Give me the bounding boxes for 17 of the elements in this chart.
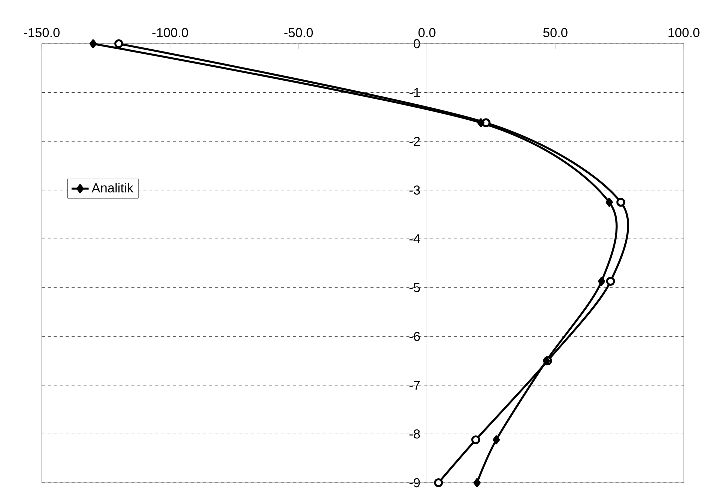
y-tick-label: -3 xyxy=(410,186,420,195)
y-tick-label: 0 xyxy=(414,39,420,49)
legend-label: Analitik xyxy=(92,183,134,193)
y-tick-label: -4 xyxy=(410,234,420,244)
x-tick-label: 100.0 xyxy=(668,28,700,38)
x-tick-label: -150.0 xyxy=(24,28,60,38)
y-tick-label: -7 xyxy=(410,380,420,390)
y-tick-label: -6 xyxy=(410,332,420,342)
y-tick-label: -5 xyxy=(410,283,420,292)
y-tick-label: -8 xyxy=(410,430,420,439)
x-tick-label: -100.0 xyxy=(152,28,188,38)
y-tick-label: -2 xyxy=(410,137,420,146)
x-tick-label: -50.0 xyxy=(284,28,314,38)
y-tick-label: -1 xyxy=(410,88,420,98)
y-tick-label: -9 xyxy=(410,478,420,488)
x-tick-label: 0.0 xyxy=(418,28,436,38)
x-tick-label: 50.0 xyxy=(544,28,568,38)
